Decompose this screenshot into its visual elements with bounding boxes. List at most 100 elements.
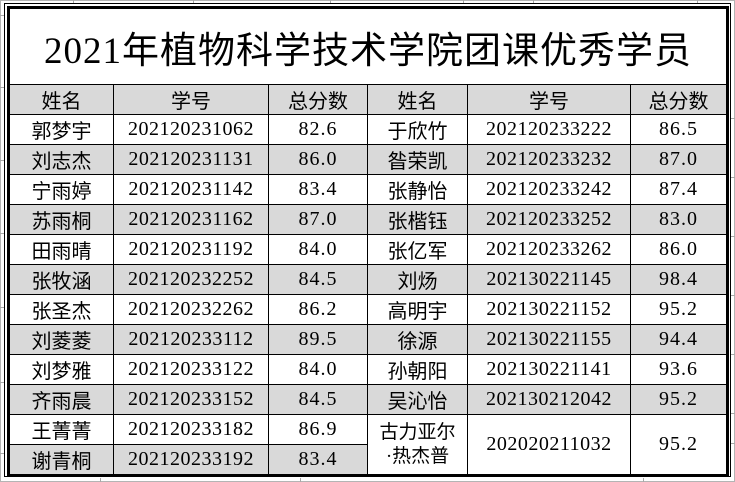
student-id-cell: 202120233262 (467, 234, 631, 265)
table-row: 刘梦雅 202120233122 84.0 孙朝阳 202130221141 93.6 (8, 354, 728, 385)
student-id-cell: 202120232262 (113, 294, 269, 325)
table-row: 郭梦宇 202120231062 82.6 于欣竹 202120233222 86.5 (8, 114, 728, 145)
student-id-cell: 202120233232 (467, 144, 631, 175)
student-name-cell: 谢青桐 (8, 444, 114, 476)
student-score-cell: 93.6 (630, 354, 728, 385)
gridline-tick (0, 453, 4, 454)
gridline-tick (533, 0, 534, 4)
student-id-cell: 202120233182 (113, 414, 269, 445)
student-name-cell: 张圣杰 (8, 294, 114, 325)
student-id-cell: 202120231192 (113, 234, 269, 265)
table-body: 郭梦宇 202120231062 82.6 于欣竹 202120233222 86.5 刘志… (8, 114, 728, 476)
gridline-tick (731, 413, 735, 414)
student-score-cell: 83.0 (630, 204, 728, 235)
table-row: 田雨晴 202120231192 84.0 张亿军 202120233262 86.0 (8, 234, 728, 265)
student-score-cell: 94.4 (630, 324, 728, 355)
page-title: 2021年植物科学技术学院团课优秀学员 (8, 7, 728, 85)
student-name-cell: 刘炀 (367, 264, 468, 295)
student-name-cell: 刘菱菱 (8, 324, 114, 355)
student-score-cell: 86.9 (268, 414, 368, 445)
student-id-cell: 202120231062 (113, 114, 269, 145)
gridline-tick (731, 354, 735, 355)
table-row: 王菁菁 202120233182 86.9 古力亚尔 ·热杰普 202020211032… (8, 414, 728, 476)
student-id-cell: 202130221141 (467, 354, 631, 385)
gridline-tick (0, 87, 4, 88)
student-name-cell: 张静怡 (367, 174, 468, 205)
gridline-tick (463, 0, 464, 4)
header-name-right: 姓名 (367, 84, 468, 115)
student-id-cell: 202120232252 (113, 264, 269, 295)
student-name-cell: 高明宇 (367, 294, 468, 325)
gridline-tick (193, 0, 194, 4)
student-name-cell: 张亿军 (367, 234, 468, 265)
student-name-cell: 宁雨婷 (8, 174, 114, 205)
student-score-cell: 95.2 (630, 294, 728, 325)
student-id-cell: 202120231162 (113, 204, 269, 235)
gridline-tick (731, 443, 735, 444)
gridline-tick (731, 295, 735, 296)
student-score-cell: 86.0 (268, 144, 368, 175)
gridline-tick (0, 382, 4, 383)
table-row: 张圣杰 202120232262 86.2 高明宇 202130221152 95.2 (8, 294, 728, 325)
student-score-cell: 84.5 (268, 384, 368, 415)
header-id-right: 学号 (467, 84, 631, 115)
student-name-cell: 刘志杰 (8, 144, 114, 175)
student-name-cell: 郭梦宇 (8, 114, 114, 145)
student-score-cell: 89.5 (268, 324, 368, 355)
student-name-cell: 吴沁怡 (367, 384, 468, 415)
gridline-tick (100, 478, 101, 482)
student-score-cell: 86.2 (268, 294, 368, 325)
table-row: 宁雨婷 202120231142 83.4 张静怡 202120233242 87.4 (8, 174, 728, 205)
student-name-cell: 张楷钰 (367, 204, 468, 235)
students-table: 2021年植物科学技术学院团课优秀学员 姓名 学号 总分数 姓名 学号 总分数 … (7, 6, 729, 477)
student-score-cell: 95.2 (630, 414, 728, 476)
student-name-cell: 张牧涵 (8, 264, 114, 295)
table-row: 齐雨晨 202120233152 84.5 吴沁怡 202130212042 95.2 (8, 384, 728, 415)
gridline-tick (73, 0, 74, 4)
student-score-cell: 87.0 (268, 204, 368, 235)
student-score-cell: 84.0 (268, 234, 368, 265)
gridline-tick (300, 478, 301, 482)
student-id-cell: 202120233222 (467, 114, 631, 145)
gridline-tick (697, 0, 698, 4)
student-score-cell: 95.2 (630, 384, 728, 415)
student-id-cell: 202120233112 (113, 324, 269, 355)
student-name-cell: 古力亚尔 ·热杰普 (367, 414, 468, 476)
student-name-cell: 刘梦雅 (8, 354, 114, 385)
gridline-tick (731, 236, 735, 237)
header-id-left: 学号 (113, 84, 269, 115)
student-id-cell: 202120233252 (467, 204, 631, 235)
student-id-cell: 202130221145 (467, 264, 631, 295)
student-name-cell: 昝荣凯 (367, 144, 468, 175)
gridline-tick (0, 233, 4, 234)
gridline-tick (643, 478, 644, 482)
header-score-left: 总分数 (268, 84, 368, 115)
student-name-cell: 苏雨桐 (8, 204, 114, 235)
student-name-cell: 王菁菁 (8, 414, 114, 445)
student-name-cell: 田雨晴 (8, 234, 114, 265)
gridline-tick (0, 15, 4, 16)
student-score-cell: 86.0 (630, 234, 728, 265)
student-id-cell: 202020211032 (467, 414, 631, 476)
title-row: 2021年植物科学技术学院团课优秀学员 (8, 7, 728, 85)
gridline-tick (0, 160, 4, 161)
header-score-right: 总分数 (630, 84, 728, 115)
table-row: 刘志杰 202120231131 86.0 昝荣凯 202120233232 87.0 (8, 144, 728, 175)
student-id-cell: 202120233152 (113, 384, 269, 415)
student-score-cell: 82.6 (268, 114, 368, 145)
student-name-cell: 孙朝阳 (367, 354, 468, 385)
student-id-cell: 202120231131 (113, 144, 269, 175)
student-score-cell: 83.4 (268, 444, 368, 476)
table-row: 张牧涵 202120232252 84.5 刘炀 202130221145 98.4 (8, 264, 728, 295)
student-score-cell: 86.5 (630, 114, 728, 145)
student-name-cell: 于欣竹 (367, 114, 468, 145)
student-id-cell: 202120233122 (113, 354, 269, 385)
student-id-cell: 202120231142 (113, 174, 269, 205)
student-id-cell: 202130221155 (467, 324, 631, 355)
gridline-tick (0, 307, 4, 308)
table-outer-frame: 2021年植物科学技术学院团课优秀学员 姓名 学号 总分数 姓名 学号 总分数 … (4, 3, 731, 477)
gridline-tick (731, 118, 735, 119)
student-score-cell: 84.5 (268, 264, 368, 295)
student-score-cell: 87.4 (630, 174, 728, 205)
